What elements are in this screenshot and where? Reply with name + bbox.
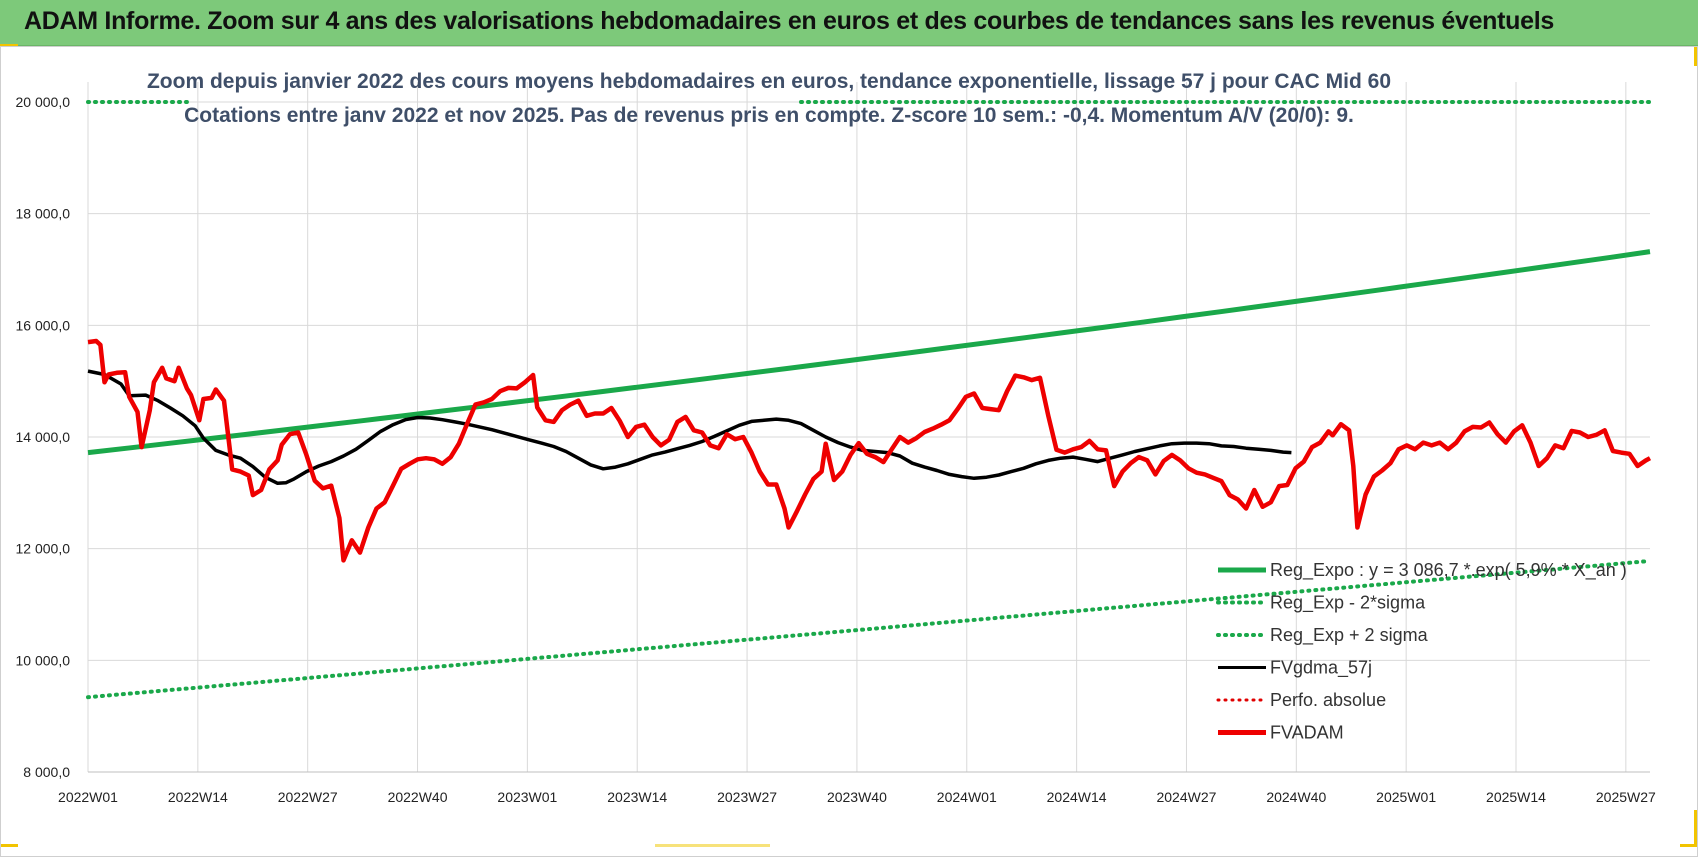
chart-title: Zoom depuis janvier 2022 des cours moyen… bbox=[146, 70, 1392, 93]
series-fvgdma-57j bbox=[87, 369, 1292, 486]
frame-corner-accent bbox=[1694, 810, 1697, 845]
legend-label: Reg_Exp + 2 sigma bbox=[1270, 625, 1429, 646]
y-tick-label: 12 000,0 bbox=[16, 541, 71, 557]
frame-corner-accent bbox=[0, 44, 18, 47]
legend-label: FVgdma_57j bbox=[1270, 658, 1372, 679]
x-tick-label: 2022W27 bbox=[278, 789, 338, 805]
x-tick-label: 2024W27 bbox=[1156, 789, 1216, 805]
x-tick-label: 2023W40 bbox=[827, 789, 887, 805]
series-fvadam bbox=[87, 338, 1652, 563]
x-tick-label: 2025W01 bbox=[1376, 789, 1436, 805]
banner-title: ADAM Informe. Zoom sur 4 ans des valoris… bbox=[24, 7, 1554, 35]
legend-label: Reg_Expo : y = 3 086,7 *.exp( 5,9% * X_a… bbox=[1270, 560, 1627, 581]
chart-subtitle: Cotations entre janv 2022 et nov 2025. P… bbox=[184, 104, 1354, 127]
y-tick-label: 8 000,0 bbox=[23, 764, 70, 780]
x-tick-label: 2024W40 bbox=[1266, 789, 1326, 805]
y-tick-label: 10 000,0 bbox=[16, 652, 71, 668]
chart-axes: 8 000,0 10 000,0 12 000,0 14 000,0 16 000,0 1… bbox=[16, 94, 1657, 805]
y-tick-label: 16 000,0 bbox=[16, 317, 71, 333]
x-tick-label: 2024W14 bbox=[1047, 789, 1107, 805]
legend-label: FVADAM bbox=[1270, 723, 1344, 743]
x-tick-label: 2025W14 bbox=[1486, 789, 1546, 805]
frame-bottom-accent bbox=[655, 844, 770, 847]
x-tick-label: 2023W01 bbox=[497, 789, 557, 805]
x-tick-label: 2022W14 bbox=[168, 789, 228, 805]
y-tick-label: 20 000,0 bbox=[16, 94, 71, 110]
x-tick-label: 2022W01 bbox=[58, 789, 118, 805]
frame-corner-accent bbox=[0, 844, 18, 847]
legend-label: Reg_Exp - 2*sigma bbox=[1270, 593, 1426, 614]
series-reg-minus-2sigma bbox=[86, 558, 1652, 700]
x-tick-label: 2024W01 bbox=[937, 789, 997, 805]
frame-corner-accent bbox=[1694, 46, 1697, 66]
y-tick-label: 18 000,0 bbox=[16, 206, 71, 222]
x-tick-label: 2022W40 bbox=[388, 789, 448, 805]
x-tick-label: 2023W27 bbox=[717, 789, 777, 805]
y-tick-label: 14 000,0 bbox=[16, 429, 71, 445]
x-tick-label: 2023W14 bbox=[607, 789, 667, 805]
header-banner: ADAM Informe. Zoom sur 4 ans des valoris… bbox=[0, 0, 1698, 46]
series-reg-expo bbox=[87, 249, 1651, 456]
chart-legend: Reg_Expo : y = 3 086,7 *.exp( 5,9% * X_a… bbox=[1216, 560, 1627, 743]
frame-corner-accent bbox=[1680, 844, 1698, 847]
chart-series bbox=[86, 100, 1652, 700]
legend-label: Perfo. absolue bbox=[1270, 690, 1386, 710]
x-tick-label: 2025W27 bbox=[1596, 789, 1656, 805]
